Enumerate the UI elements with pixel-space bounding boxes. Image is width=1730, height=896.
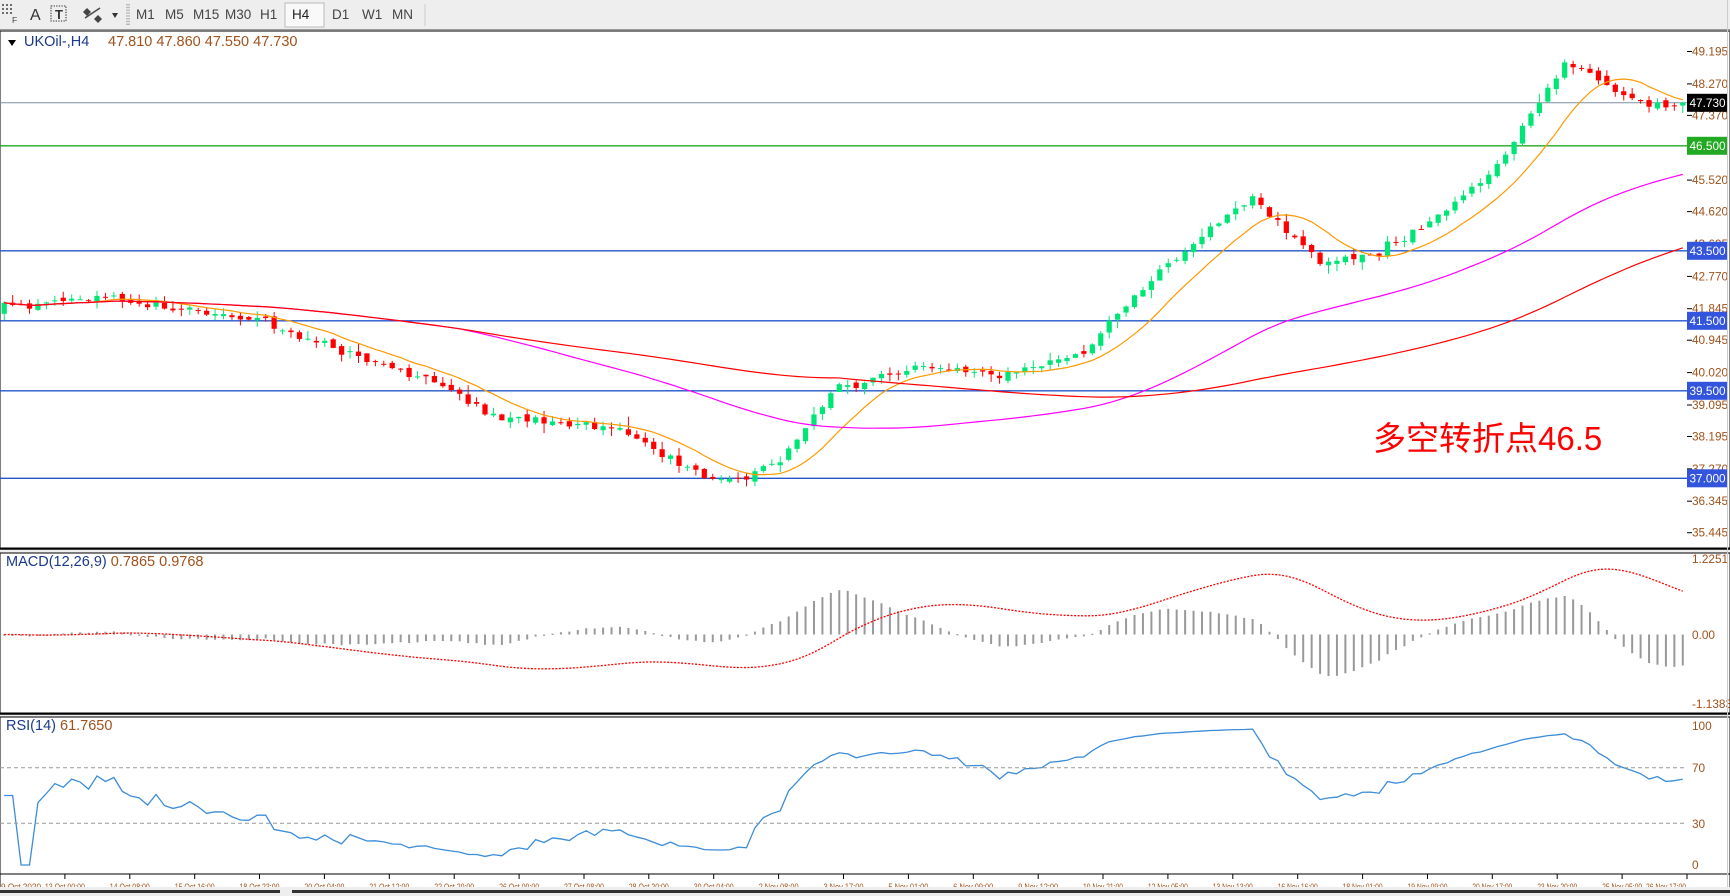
svg-text:UKOil-,H4: UKOil-,H4 <box>24 34 89 50</box>
svg-text:-1.1383: -1.1383 <box>1692 697 1730 711</box>
svg-text:37.000: 37.000 <box>1690 472 1727 486</box>
svg-text:35.445: 35.445 <box>1692 526 1729 540</box>
svg-text:H4: H4 <box>292 7 310 22</box>
svg-text:0.00: 0.00 <box>1692 628 1715 642</box>
svg-text:70: 70 <box>1692 761 1706 775</box>
svg-text:100: 100 <box>1692 719 1712 733</box>
svg-text:41.500: 41.500 <box>1690 314 1727 328</box>
svg-text:39.095: 39.095 <box>1692 398 1729 412</box>
svg-text:42.770: 42.770 <box>1692 269 1729 283</box>
svg-text:44.620: 44.620 <box>1692 205 1729 219</box>
svg-text:MACD(12,26,9) 0.7865 0.9768: MACD(12,26,9) 0.7865 0.9768 <box>6 554 204 570</box>
svg-text:49.195: 49.195 <box>1692 45 1729 59</box>
svg-text:M1: M1 <box>136 7 155 22</box>
svg-text:MN: MN <box>392 7 413 22</box>
svg-text:45.520: 45.520 <box>1692 173 1729 187</box>
svg-text:36.345: 36.345 <box>1692 494 1729 508</box>
svg-text:D1: D1 <box>332 7 349 22</box>
svg-text:43.500: 43.500 <box>1690 244 1727 258</box>
svg-text:1.2251: 1.2251 <box>1692 552 1728 566</box>
svg-text:多空转折点46.5: 多空转折点46.5 <box>1373 420 1602 457</box>
svg-text:F: F <box>12 15 17 25</box>
svg-text:47.730: 47.730 <box>1690 96 1727 110</box>
svg-text:RSI(14) 61.7650: RSI(14) 61.7650 <box>6 718 112 734</box>
svg-text:39.500: 39.500 <box>1690 384 1727 398</box>
svg-text:M5: M5 <box>165 7 184 22</box>
svg-text:0: 0 <box>1692 858 1699 872</box>
svg-text:A: A <box>30 7 41 24</box>
svg-text:M30: M30 <box>225 7 251 22</box>
svg-text:H1: H1 <box>260 7 277 22</box>
svg-text:47.810 47.860 47.550 47.730: 47.810 47.860 47.550 47.730 <box>108 34 297 50</box>
svg-text:W1: W1 <box>362 7 382 22</box>
svg-text:M15: M15 <box>193 7 219 22</box>
svg-text:30: 30 <box>1692 817 1706 831</box>
svg-text:48.270: 48.270 <box>1692 77 1729 91</box>
svg-text:46.500: 46.500 <box>1690 139 1727 153</box>
svg-text:40.020: 40.020 <box>1692 366 1729 380</box>
svg-text:40.945: 40.945 <box>1692 333 1729 347</box>
svg-text:T: T <box>55 7 63 22</box>
svg-text:38.195: 38.195 <box>1692 430 1729 444</box>
